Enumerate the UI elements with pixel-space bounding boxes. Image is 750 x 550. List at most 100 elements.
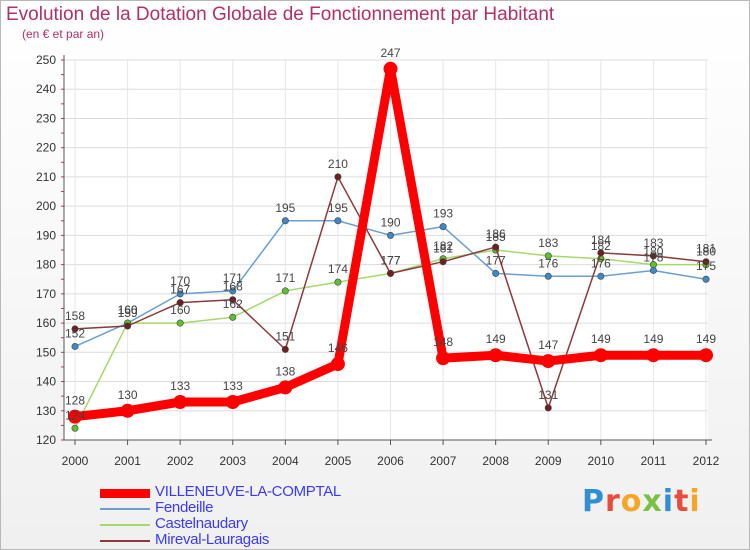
series-fendeille-point <box>544 272 552 280</box>
series-castelnaudary-data-label: 177 <box>380 253 400 267</box>
series-mireval-lauragais-data-label: 159 <box>118 306 138 320</box>
series-castelnaudary-point <box>334 278 342 286</box>
series-villeneuve-la-comptal-data-label: 130 <box>118 388 138 402</box>
series-villeneuve-la-comptal-point <box>225 395 240 409</box>
series-villeneuve-la-comptal-data-label: 149 <box>643 332 663 346</box>
y-tick-label: 160 <box>36 316 56 330</box>
series-villeneuve-la-comptal-data-label: 148 <box>433 335 453 349</box>
y-tick-label: 250 <box>36 53 56 67</box>
y-tick-label: 240 <box>36 82 56 96</box>
series-villeneuve-la-comptal-data-label: 149 <box>696 332 716 346</box>
x-tick-label: 2009 <box>535 454 562 468</box>
series-fendeille-point <box>71 342 79 350</box>
proxiti-logo: Proxiti <box>582 484 701 519</box>
x-tick-label: 2007 <box>430 454 457 468</box>
series-mireval-lauragais-point <box>176 299 184 307</box>
series-mireval-lauragais-point <box>334 173 342 181</box>
series-castelnaudary-data-label: 182 <box>591 239 611 253</box>
series-castelnaudary-data-label: 185 <box>486 230 506 244</box>
y-tick-label: 170 <box>36 287 56 301</box>
series-villeneuve-la-comptal-point <box>330 357 345 371</box>
series-castelnaudary-point <box>176 319 184 327</box>
series-mireval-lauragais-data-label: 167 <box>170 283 190 297</box>
y-tick-label: 220 <box>36 141 56 155</box>
series-fendeille-point <box>649 266 657 274</box>
series-mireval-lauragais-data-label: 151 <box>275 329 295 343</box>
x-tick-label: 2006 <box>377 454 404 468</box>
series-fendeille-point <box>492 269 500 277</box>
series-mireval-lauragais-data-label: 186 <box>486 227 506 241</box>
y-tick-label: 140 <box>36 375 56 389</box>
x-tick-label: 2001 <box>114 454 141 468</box>
series-fendeille-data-label: 176 <box>591 256 611 270</box>
legend-label: Mireval-Lauragais <box>155 531 270 548</box>
series-fendeille-point <box>386 231 394 239</box>
series-fendeille-data-label: 160 <box>118 303 138 317</box>
legend-label: Fendeille <box>155 499 214 516</box>
x-tick-label: 2005 <box>325 454 352 468</box>
x-tick-label: 2003 <box>219 454 246 468</box>
series-fendeille-data-label: 193 <box>433 207 453 221</box>
series-castelnaudary-data-label: 160 <box>118 303 138 317</box>
series-mireval-lauragais-data-label: 131 <box>538 388 558 402</box>
series-mireval-lauragais-point <box>492 243 500 251</box>
series-mireval-lauragais-data-label: 158 <box>65 309 85 323</box>
series-fendeille-data-label: 195 <box>328 201 348 215</box>
series-fendeille-point <box>281 217 289 225</box>
series-fendeille-point <box>176 290 184 298</box>
series-fendeille-data-label: 175 <box>696 259 716 273</box>
series-fendeille-point <box>702 275 710 283</box>
y-tick-label: 210 <box>36 170 56 184</box>
series-mireval-lauragais-point <box>649 252 657 260</box>
legend-swatch <box>100 524 150 526</box>
legend-swatch <box>100 508 150 510</box>
series-castelnaudary-data-label: 180 <box>696 245 716 259</box>
legend-item: Castelnaudary <box>100 515 420 533</box>
series-fendeille-point <box>334 217 342 225</box>
series-castelnaudary-point <box>229 313 237 321</box>
logo-letter: t <box>674 484 690 519</box>
series-villeneuve-la-comptal-data-label: 247 <box>380 46 400 60</box>
series-castelnaudary-data-label: 162 <box>223 297 243 311</box>
logo-letter: r <box>605 484 621 519</box>
y-tick-label: 180 <box>36 258 56 272</box>
series-villeneuve-la-comptal-data-label: 149 <box>486 332 506 346</box>
series-castelnaudary-point <box>281 287 289 295</box>
x-tick-label: 2004 <box>272 454 299 468</box>
series-castelnaudary-point <box>71 424 79 432</box>
series-villeneuve-la-comptal-point <box>436 351 451 366</box>
series-fendeille-data-label: 170 <box>170 274 190 288</box>
legend-label: Castelnaudary <box>155 515 248 532</box>
series-fendeille-data-label: 190 <box>380 215 400 229</box>
series-mireval-lauragais-data-label: 181 <box>696 242 716 256</box>
series-villeneuve-la-comptal-data-label: 133 <box>170 379 190 393</box>
series-mireval-lauragais-data-label: 177 <box>380 253 400 267</box>
series-fendeille-point <box>597 272 605 280</box>
series-mireval-lauragais-point <box>439 258 447 266</box>
series-mireval-lauragais-data-label: 183 <box>643 236 663 250</box>
x-tick-label: 2002 <box>167 454 194 468</box>
x-tick-label: 2012 <box>693 454 720 468</box>
series-fendeille-data-label: 178 <box>643 250 663 264</box>
series-villeneuve-la-comptal-point <box>699 348 713 363</box>
series-fendeille-point <box>229 287 237 295</box>
series-villeneuve-la-comptal-point <box>541 354 556 369</box>
x-tick-label: 2008 <box>482 454 509 468</box>
y-tick-label: 120 <box>36 433 56 447</box>
x-tick-label: 2011 <box>641 454 667 468</box>
series-castelnaudary-data-label: 174 <box>328 262 348 276</box>
series-villeneuve-la-comptal-point <box>68 409 82 424</box>
series-mireval-lauragais-data-label: 181 <box>433 242 453 256</box>
series-villeneuve-la-comptal-point <box>646 348 661 363</box>
series-mireval-lauragais-point <box>597 249 605 257</box>
legend-item: Mireval-Lauragais <box>100 531 420 549</box>
logo-letter: i <box>689 484 701 519</box>
series-villeneuve-la-comptal-point <box>593 348 608 363</box>
series-villeneuve-la-comptal-point <box>120 403 135 418</box>
y-tick-label: 150 <box>36 345 56 359</box>
series-mireval-lauragais-point <box>544 404 552 412</box>
legend-swatch <box>100 540 150 542</box>
series-mireval-lauragais-data-label: 210 <box>328 157 348 171</box>
series-villeneuve-la-comptal-point <box>383 61 398 76</box>
series-castelnaudary-data-label: 182 <box>433 239 453 253</box>
